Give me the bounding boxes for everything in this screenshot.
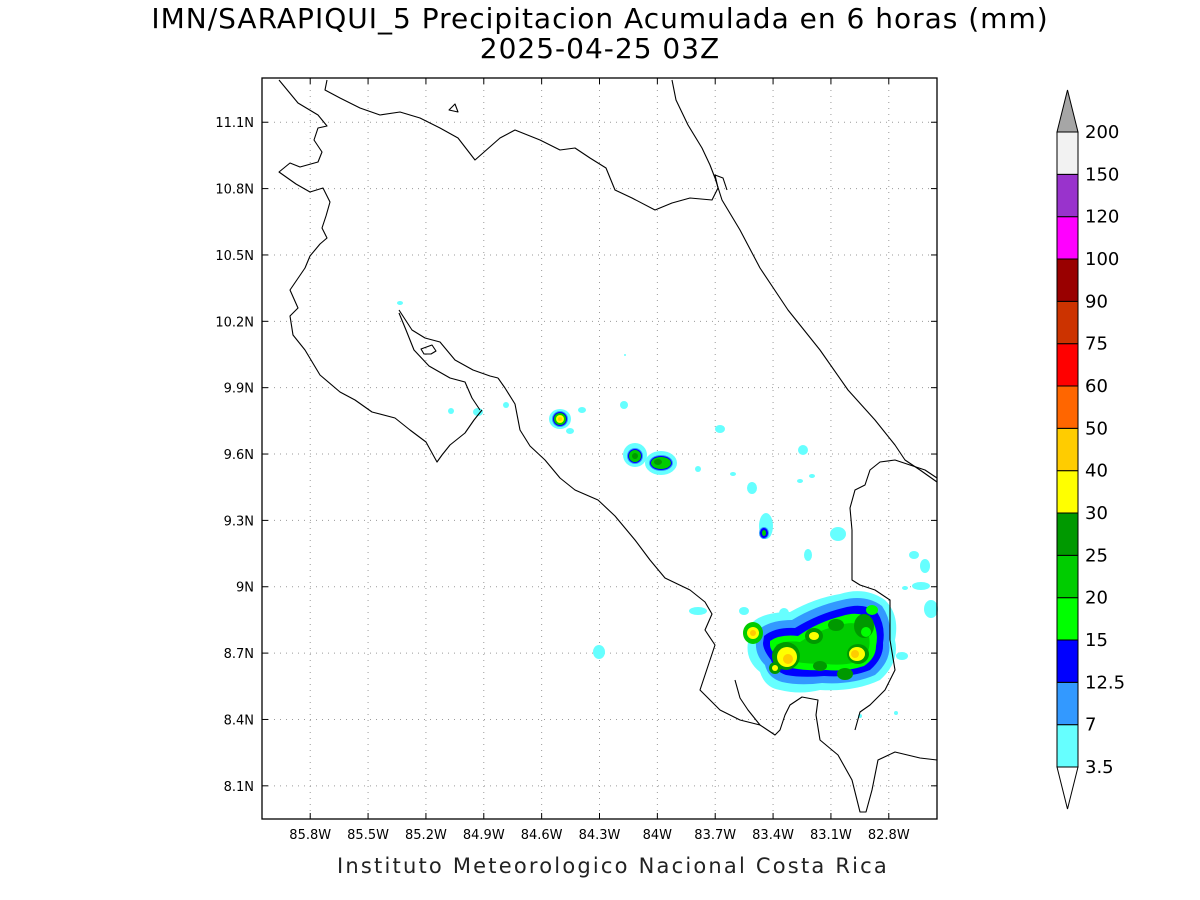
nicoya-gulf-line-2: [398, 312, 481, 411]
colorbar-swatch: [1056, 343, 1079, 387]
precip-cell-84w: [623, 443, 677, 475]
lat-tick-label: 11.1N: [215, 116, 254, 131]
colorbar-label: 40: [1085, 461, 1108, 482]
lat-tick-label: 8.1N: [224, 780, 254, 795]
colorbar-label: 90: [1085, 291, 1108, 312]
colorbar-label: 15: [1085, 630, 1108, 651]
colorbar-label: 7: [1085, 715, 1096, 736]
colorbar-label: 120: [1085, 207, 1119, 228]
colorbar-swatch: [1056, 724, 1079, 768]
colorbar-swatch: [1056, 470, 1079, 514]
precip-cell-84-45w: [549, 409, 571, 429]
colorbar-swatch: [1056, 173, 1079, 218]
map-frame: [261, 77, 938, 820]
lon-tick-label: 82.8W: [868, 828, 910, 843]
caribbean-coast-line: [671, 79, 938, 483]
coastline-borders: [278, 79, 938, 813]
north-coast-line: [278, 79, 483, 463]
lat-tick-label: 9.9N: [224, 382, 254, 397]
colorbar-label: 30: [1085, 503, 1108, 524]
lat-tick-label: 10.5N: [215, 249, 254, 264]
lon-tick-label: 84.9W: [463, 828, 505, 843]
colorbar-swatch: [1056, 554, 1079, 599]
lat-tick-label: 10.8N: [215, 183, 254, 198]
lon-tick-label: 83.7W: [694, 828, 736, 843]
precip-spot-group-west: [397, 301, 938, 718]
colorbar-label: 100: [1085, 249, 1119, 270]
lon-tick-label: 83.1W: [810, 828, 852, 843]
nicoya-island: [420, 344, 437, 355]
lon-tick-label: 85.2W: [405, 828, 447, 843]
colorbar-swatch: [1056, 512, 1079, 556]
precip-cell-83-4w: [759, 513, 773, 539]
colorbar-swatch: [1056, 131, 1079, 175]
colorbar-label: 25: [1085, 545, 1108, 566]
colorbar-swatch: [1056, 427, 1079, 472]
lat-tick-label: 10.2N: [215, 315, 254, 330]
colorbar-label: 150: [1085, 164, 1119, 185]
lon-tick-label: 84.6W: [521, 828, 563, 843]
colorbar-label: 12.5: [1085, 672, 1125, 693]
colorbar-swatch: [1056, 385, 1079, 429]
colorbar-swatch: [1056, 258, 1079, 302]
lon-tick-label: 83.4W: [752, 828, 794, 843]
lon-tick-label: 85.8W: [289, 828, 331, 843]
colorbar-over-triangle: [1056, 89, 1079, 133]
lat-tick-label: 8.4N: [224, 713, 254, 728]
lon-tick-label: 84W: [643, 828, 673, 843]
colorbar-label: 3.5: [1085, 757, 1114, 778]
footer-credit: Instituto Meteorologico Nacional Costa R…: [337, 854, 889, 878]
lon-tick-label: 85.5W: [347, 828, 389, 843]
nicoya-gulf-line: [398, 309, 499, 379]
nicaragua-border: [324, 79, 728, 211]
lat-tick-label: 9N: [236, 581, 254, 596]
colorbar-under-triangle: [1056, 766, 1079, 810]
colorbar-swatch: [1056, 216, 1079, 260]
precipitation-field: [397, 301, 938, 718]
colorbar-label: 50: [1085, 418, 1108, 439]
map-background: [262, 78, 937, 819]
osa-peninsula-line: [734, 679, 761, 726]
colorbar-label: 60: [1085, 376, 1108, 397]
precip-cell-southeast-complex: [743, 591, 897, 693]
colorbar: 3.5 7 12.5 15 20 25 30 40 50 60 75 90 100 120 150 200: [1056, 89, 1125, 810]
map-subtitle-datetime: 2025-04-25 03Z: [479, 32, 721, 65]
lat-tick-label: 8.7N: [224, 647, 254, 662]
colorbar-label: 20: [1085, 588, 1108, 609]
colorbar-label: 75: [1085, 334, 1108, 355]
map-title: IMN/SARAPIQUI_5 Precipitacion Acumulada …: [151, 2, 1049, 35]
pacific-coast-line: [497, 377, 938, 813]
lat-tick-label: 9.3N: [224, 514, 254, 529]
lat-tick-label: 9.6N: [224, 448, 254, 463]
nicaragua-lake-island: [448, 103, 459, 113]
colorbar-swatch: [1056, 681, 1079, 726]
graticule: 11.1N 10.8N 10.5N 10.2N 9.9N 9.6N 9.3N 9N 8.7N 8.…: [215, 78, 937, 843]
colorbar-swatch: [1056, 300, 1079, 345]
colorbar-swatch: [1056, 639, 1079, 683]
lon-tick-label: 84.3W: [579, 828, 621, 843]
colorbar-swatch: [1056, 597, 1079, 641]
panama-border-line: [849, 459, 938, 731]
map-panel: 11.1N 10.8N 10.5N 10.2N 9.9N 9.6N 9.3N 9N 8.7N 8.…: [215, 77, 938, 843]
colorbar-label: 200: [1085, 122, 1119, 143]
